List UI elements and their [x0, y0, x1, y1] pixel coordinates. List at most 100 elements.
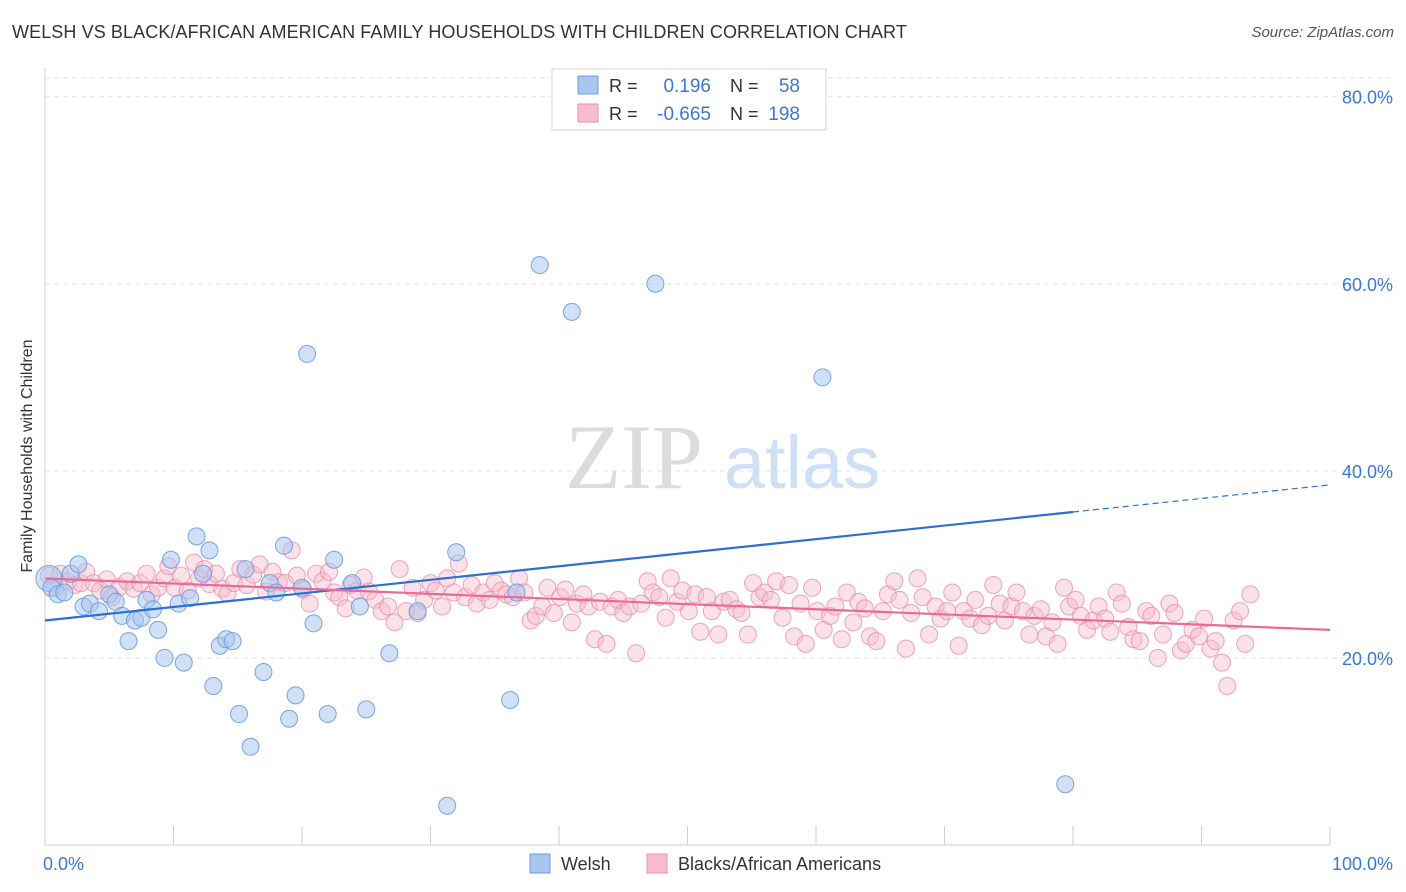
- data-point-welsh: [254, 662, 273, 681]
- y-tick-label: 40.0%: [1342, 462, 1393, 482]
- data-point-blacks: [1142, 606, 1161, 625]
- data-point-welsh: [149, 620, 168, 639]
- data-point-blacks: [372, 602, 391, 621]
- data-point-blacks: [821, 606, 840, 625]
- data-point-blacks: [444, 583, 463, 602]
- data-point-welsh: [438, 796, 457, 815]
- watermark-zip: ZIP: [565, 406, 703, 508]
- legend-welsh-n-label: N =: [730, 76, 759, 96]
- data-point-blacks: [938, 602, 957, 621]
- y-tick-labels: 20.0% 40.0% 60.0% 80.0%: [1342, 88, 1393, 669]
- data-point-blacks: [562, 613, 581, 632]
- data-point-blacks: [803, 578, 822, 597]
- data-point-blacks: [1025, 606, 1044, 625]
- data-point-blacks: [1241, 585, 1260, 604]
- data-point-welsh: [286, 686, 305, 705]
- data-point-blacks: [1124, 630, 1143, 649]
- series-welsh-points: [35, 256, 1075, 815]
- data-point-blacks: [1031, 600, 1050, 619]
- data-point-blacks: [1148, 648, 1167, 667]
- trend-line-welsh: [44, 510, 1074, 622]
- data-point-blacks: [1066, 590, 1085, 609]
- data-point-blacks: [579, 597, 598, 616]
- data-point-blacks: [984, 575, 1003, 594]
- data-point-welsh: [408, 602, 427, 621]
- data-point-blacks: [966, 590, 985, 609]
- data-point-welsh: [275, 536, 294, 555]
- data-point-blacks: [1055, 578, 1074, 597]
- data-point-blacks: [1078, 620, 1097, 639]
- y-tick-label: 20.0%: [1342, 649, 1393, 669]
- data-point-blacks: [755, 583, 774, 602]
- data-point-blacks: [627, 644, 646, 663]
- legend-welsh-r-value: 0.196: [663, 76, 711, 97]
- legend-welsh-r-label: R =: [609, 76, 638, 96]
- data-point-blacks: [896, 639, 915, 658]
- watermark-atlas: atlas: [724, 421, 880, 504]
- legend-blacks-swatch: [577, 103, 599, 123]
- legend-welsh-swatch: [577, 75, 599, 95]
- data-point-blacks: [679, 602, 698, 621]
- data-point-welsh: [69, 555, 88, 574]
- legend-top: R = 0.196 N = 58 R = -0.665 N = 198: [551, 68, 827, 131]
- data-point-blacks: [844, 613, 863, 632]
- data-point-blacks: [691, 622, 710, 641]
- data-point-welsh: [200, 541, 219, 560]
- data-point-welsh: [204, 676, 223, 695]
- data-point-blacks: [1153, 625, 1172, 644]
- data-point-blacks: [1101, 622, 1120, 641]
- data-point-blacks: [890, 590, 909, 609]
- data-point-welsh: [241, 737, 260, 756]
- data-point-blacks: [855, 599, 874, 618]
- data-point-blacks: [949, 636, 968, 655]
- data-point-welsh: [187, 527, 206, 546]
- data-point-blacks: [826, 597, 845, 616]
- x-tick-labels: 0.0% 100.0%: [43, 854, 1393, 874]
- data-point-blacks: [885, 572, 904, 591]
- data-point-blacks: [773, 608, 792, 627]
- data-point-blacks: [574, 585, 593, 604]
- data-point-blacks: [650, 588, 669, 607]
- data-point-welsh: [350, 597, 369, 616]
- data-point-blacks: [720, 590, 739, 609]
- trend-line-welsh-extension: [1072, 484, 1331, 513]
- data-point-welsh: [194, 564, 213, 583]
- data-point-welsh: [89, 602, 108, 621]
- axes: [44, 68, 1331, 846]
- data-point-blacks: [1218, 676, 1237, 695]
- data-point-blacks: [379, 597, 398, 616]
- legend-bottom-welsh-swatch: [529, 853, 551, 874]
- y-tick-label: 60.0%: [1342, 275, 1393, 295]
- data-point-blacks: [1189, 627, 1208, 646]
- data-point-blacks: [943, 583, 962, 602]
- data-point-blacks: [1002, 597, 1021, 616]
- data-point-welsh: [230, 705, 249, 724]
- series-blacks-points: [39, 541, 1260, 695]
- data-point-blacks: [643, 583, 662, 602]
- data-point-blacks: [1195, 609, 1214, 628]
- legend-bottom-blacks-swatch: [646, 853, 668, 874]
- data-point-welsh: [55, 583, 74, 602]
- data-point-welsh: [813, 368, 832, 387]
- data-point-blacks: [1206, 632, 1225, 651]
- data-point-welsh: [318, 705, 337, 724]
- data-point-blacks: [1160, 594, 1179, 613]
- data-point-blacks: [709, 625, 728, 644]
- data-point-blacks: [597, 634, 616, 653]
- data-point-blacks: [614, 604, 633, 623]
- data-point-blacks: [385, 613, 404, 632]
- data-point-blacks: [172, 566, 191, 585]
- data-point-blacks: [860, 627, 879, 646]
- data-point-blacks: [1213, 653, 1232, 672]
- data-point-welsh: [357, 700, 376, 719]
- source-label: Source: ZipAtlas.com: [1251, 24, 1394, 41]
- data-point-blacks: [556, 580, 575, 599]
- data-point-welsh: [223, 632, 242, 651]
- data-point-blacks: [780, 575, 799, 594]
- data-point-blacks: [1013, 602, 1032, 621]
- legend-blacks-r-value: -0.665: [657, 104, 711, 125]
- data-point-blacks: [1007, 583, 1026, 602]
- data-point-welsh: [181, 589, 200, 608]
- data-point-blacks: [738, 625, 757, 644]
- x-tick-label: 0.0%: [43, 854, 84, 874]
